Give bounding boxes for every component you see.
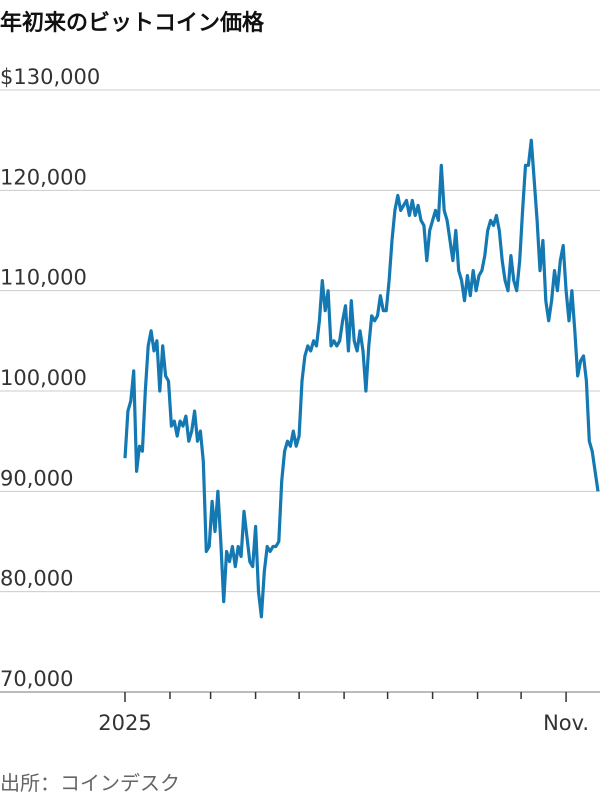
y-tick-label: 120,000 <box>0 165 87 189</box>
chart-title: 年初来のビットコイン価格 <box>0 10 265 36</box>
source: 出所：コインデスク <box>0 771 180 795</box>
y-tick-label: 90,000 <box>0 466 73 490</box>
y-tick-label: 100,000 <box>0 366 87 390</box>
y-tick-label: $130,000 <box>0 65 100 89</box>
price-line <box>123 138 600 619</box>
y-tick-label: 80,000 <box>0 567 73 591</box>
x-tick-label: Nov. <box>543 711 589 735</box>
y-tick-label: 70,000 <box>0 667 73 691</box>
x-tick-label: 2025 <box>98 711 151 735</box>
y-tick-label: 110,000 <box>0 266 87 290</box>
